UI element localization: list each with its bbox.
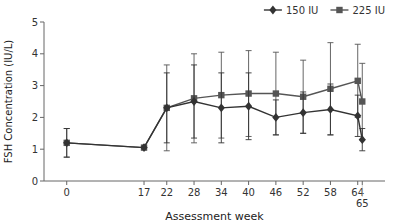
- error-bar: [218, 73, 224, 143]
- point: [327, 105, 334, 114]
- x-tick-label: 65: [356, 198, 369, 209]
- legend-item: 150 IU: [264, 5, 319, 16]
- legend-label: 150 IU: [286, 5, 319, 16]
- x-tick-label: 58: [324, 187, 337, 198]
- point: [359, 98, 365, 104]
- error-bar: [327, 84, 333, 135]
- x-tick-label: 28: [188, 187, 201, 198]
- x-tick-label: 17: [138, 187, 151, 198]
- error-bar: [191, 54, 197, 143]
- y-tick-label: 0: [32, 176, 38, 187]
- error-bar: [246, 73, 252, 140]
- error-bar: [300, 92, 306, 133]
- x-axis-label: Assessment week: [165, 210, 264, 223]
- x-tick-label: 34: [215, 187, 228, 198]
- point: [300, 108, 307, 117]
- x-tick: [221, 181, 222, 185]
- y-tick: [40, 22, 44, 23]
- x-tick: [303, 181, 304, 185]
- x-tick: [357, 181, 358, 185]
- point: [272, 113, 279, 122]
- x-tick-leader: [362, 185, 363, 197]
- point: [354, 111, 361, 120]
- point: [218, 103, 225, 112]
- x-axis-line: [44, 181, 385, 182]
- plot-area: [63, 43, 366, 157]
- x-tick-label: 0: [64, 187, 70, 198]
- x-tick: [275, 181, 276, 185]
- point: [140, 143, 147, 152]
- legend: 150 IU 225 IU: [264, 5, 385, 16]
- y-tick-label: 2: [32, 112, 38, 123]
- y-tick-label: 3: [32, 80, 38, 91]
- y-tick-label: 1: [32, 144, 38, 155]
- y-tick-label: 5: [32, 17, 38, 28]
- y-tick: [40, 117, 44, 118]
- series-line: [67, 81, 363, 148]
- y-axis-line: [44, 22, 45, 181]
- legend-label: 225 IU: [352, 5, 385, 16]
- error-bar: [300, 60, 306, 133]
- point: [63, 138, 70, 147]
- point: [359, 135, 366, 144]
- series: [64, 43, 366, 157]
- y-tick: [40, 53, 44, 54]
- x-tick: [248, 181, 249, 185]
- y-tick: [40, 149, 44, 150]
- point: [273, 90, 279, 96]
- point: [163, 103, 170, 112]
- y-tick-label: 4: [32, 48, 38, 59]
- point: [245, 102, 252, 111]
- legend-item: 225 IU: [330, 5, 385, 16]
- x-tick: [362, 181, 363, 185]
- series: [63, 65, 366, 157]
- point: [355, 78, 361, 84]
- x-tick-label: 52: [297, 187, 310, 198]
- y-axis-label: FSH Concentration (IU/L): [3, 40, 14, 164]
- x-tick-label: 46: [270, 187, 283, 198]
- y-tick: [40, 181, 44, 182]
- legend-swatch-marker: [336, 7, 342, 13]
- point: [190, 97, 197, 106]
- error-bar: [64, 129, 70, 158]
- x-tick-label: 22: [160, 187, 173, 198]
- x-tick: [166, 181, 167, 185]
- error-bar: [273, 100, 279, 135]
- error-bar: [164, 73, 170, 143]
- legend-swatch-marker: [269, 6, 276, 15]
- x-tick: [144, 181, 145, 185]
- error-bar: [327, 43, 333, 135]
- x-tick: [330, 181, 331, 185]
- x-tick-label: 40: [242, 187, 255, 198]
- series-line: [67, 102, 363, 148]
- x-tick: [194, 181, 195, 185]
- error-bar: [64, 129, 70, 158]
- y-tick: [40, 85, 44, 86]
- x-tick: [66, 181, 67, 185]
- error-bar: [191, 65, 197, 138]
- chart: 012345017222834404652586465Assessment we…: [0, 0, 395, 223]
- error-bar: [273, 52, 279, 135]
- error-bar: [164, 65, 170, 151]
